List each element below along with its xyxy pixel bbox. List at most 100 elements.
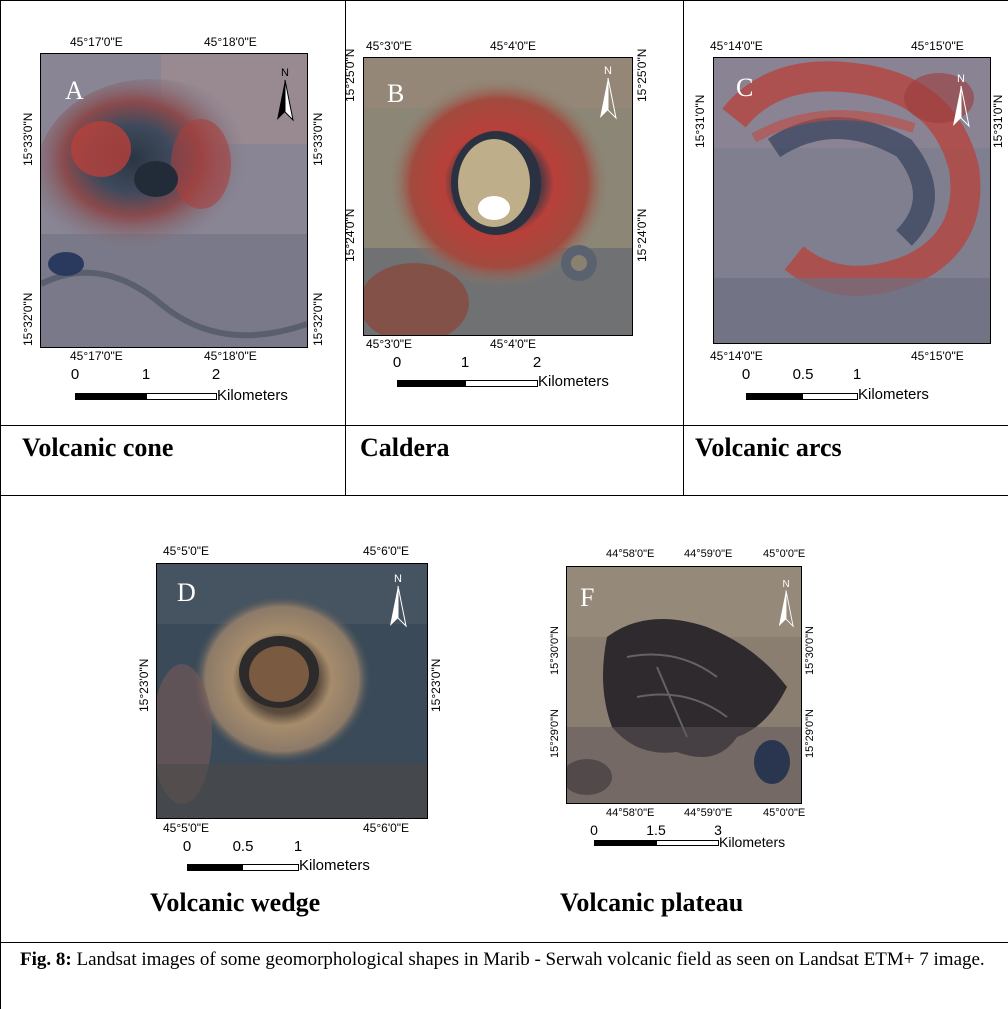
top-coord: 45°4'0"E (490, 39, 537, 53)
north-arrow-icon: N (277, 67, 294, 122)
bottom-coord: 44°59'0"E (684, 807, 733, 819)
divider-title-row (0, 425, 1008, 426)
left-coord: 15°25'0"N (343, 48, 357, 102)
panel-label: A (65, 76, 84, 105)
scale-unit: Kilometers (217, 387, 288, 404)
right-coord: 15°33'0"N (311, 112, 325, 166)
right-coord: 15°31'0"N (991, 94, 1005, 148)
bottom-coord: 45°5'0"E (163, 821, 210, 835)
satellite-image (566, 566, 802, 804)
panel-title: Volcanic plateau (560, 888, 744, 917)
scale-tick: 0 (590, 822, 598, 838)
scale-tick: 0 (182, 838, 192, 855)
left-coord: 15°23'0"N (137, 658, 151, 712)
left-coord: 15°24'0"N (343, 208, 357, 262)
top-coord: 45°0'0"E (763, 548, 806, 560)
scale-segment-black (397, 380, 466, 387)
scale-tick: 0.5 (232, 838, 254, 855)
scale-tick: 1 (852, 366, 862, 383)
top-coord: 44°58'0"E (606, 548, 655, 560)
top-coord: 44°59'0"E (684, 548, 733, 560)
bottom-coord: 45°3'0"E (366, 337, 413, 351)
scale-segment-white (656, 840, 719, 846)
north-letter: N (782, 579, 789, 590)
scale-segment-black (594, 840, 657, 846)
north-letter: N (394, 573, 402, 585)
left-coord: 15°32'0"N (21, 292, 35, 346)
left-coord: 15°29'0"N (549, 709, 561, 758)
top-coord: 45°3'0"E (366, 39, 413, 53)
right-coord: 15°32'0"N (311, 292, 325, 346)
left-coord: 15°30'0"N (549, 626, 561, 675)
right-coord: 15°24'0"N (635, 208, 649, 262)
scale-segment-white (802, 393, 858, 400)
scale-bar: 0 0.5 1 Kilometers (183, 838, 427, 878)
scale-segment-white (146, 393, 217, 400)
scale-bar: 0 1 2 Kilometers (71, 366, 315, 406)
divider-b-c (683, 0, 684, 495)
scale-tick: 1 (460, 354, 470, 371)
north-arrow-icon: N (390, 573, 407, 628)
scale-segment-white (465, 380, 538, 387)
divider-a-b (345, 0, 346, 495)
right-coord: 15°23'0"N (429, 658, 443, 712)
scale-tick: 0 (70, 366, 80, 383)
panel-label: D (177, 578, 196, 607)
panel-title: Volcanic cone (22, 433, 174, 462)
caption-text: Landsat images of some geomorphological … (71, 949, 985, 970)
right-coord: 15°29'0"N (804, 709, 816, 758)
scale-bar: 0 1 2 Kilometers (393, 354, 637, 394)
scale-tick: 1 (293, 838, 303, 855)
bottom-coord: 45°15'0"E (911, 349, 964, 363)
bottom-coord: 45°0'0"E (763, 807, 806, 819)
scale-tick: 1 (141, 366, 151, 383)
satellite-image (363, 57, 633, 336)
scale-unit: Kilometers (299, 857, 370, 874)
north-letter: N (957, 73, 965, 85)
top-coord: 45°15'0"E (911, 39, 964, 53)
north-arrow-icon: N (778, 579, 794, 628)
panel-label: F (580, 583, 595, 612)
top-coord: 45°5'0"E (163, 544, 210, 558)
scale-tick: 2 (211, 366, 221, 383)
bottom-coord: 45°18'0"E (204, 349, 257, 363)
caption-label: Fig. 8: (20, 949, 72, 970)
divider-row2 (0, 495, 1008, 496)
scale-unit: Kilometers (538, 373, 609, 390)
divider-caption (0, 942, 1008, 943)
bottom-coord: 44°58'0"E (606, 807, 655, 819)
frame-left (0, 0, 1, 1009)
frame-top (0, 0, 1008, 1)
scale-segment-black (187, 864, 243, 871)
scale-tick: 3 (714, 822, 722, 838)
top-coord: 45°18'0"E (204, 35, 257, 49)
scale-tick: 0.5 (792, 366, 814, 383)
right-coord: 15°25'0"N (635, 48, 649, 102)
top-coord: 45°14'0"E (710, 39, 763, 53)
north-letter: N (604, 65, 612, 77)
panel-title: Volcanic arcs (695, 433, 842, 462)
satellite-image (40, 53, 308, 348)
left-coord: 15°33'0"N (21, 112, 35, 166)
right-coord: 15°30'0"N (804, 626, 816, 675)
satellite-image (713, 57, 991, 344)
left-coord: 15°31'0"N (693, 94, 707, 148)
bottom-coord: 45°14'0"E (710, 349, 763, 363)
north-letter: N (281, 67, 289, 79)
scale-bar: 0 1.5 3 Kilometers (590, 822, 814, 852)
bottom-coord: 45°4'0"E (490, 337, 537, 351)
scale-segment-black (746, 393, 803, 400)
scale-tick: 2 (532, 354, 542, 371)
top-coord: 45°6'0"E (363, 544, 410, 558)
panel-title: Volcanic wedge (150, 888, 321, 917)
scale-tick: 0 (741, 366, 751, 383)
scale-unit: Kilometers (719, 834, 786, 850)
scale-tick: 0 (392, 354, 402, 371)
satellite-image (156, 563, 428, 819)
scale-unit: Kilometers (858, 386, 929, 403)
scale-bar: 0 0.5 1 Kilometers (742, 366, 986, 406)
scale-segment-black (75, 393, 147, 400)
north-arrow-icon: N (600, 65, 617, 120)
figure-caption: Fig. 8: Landsat images of some geomorpho… (20, 948, 1005, 972)
bottom-coord: 45°6'0"E (363, 821, 410, 835)
